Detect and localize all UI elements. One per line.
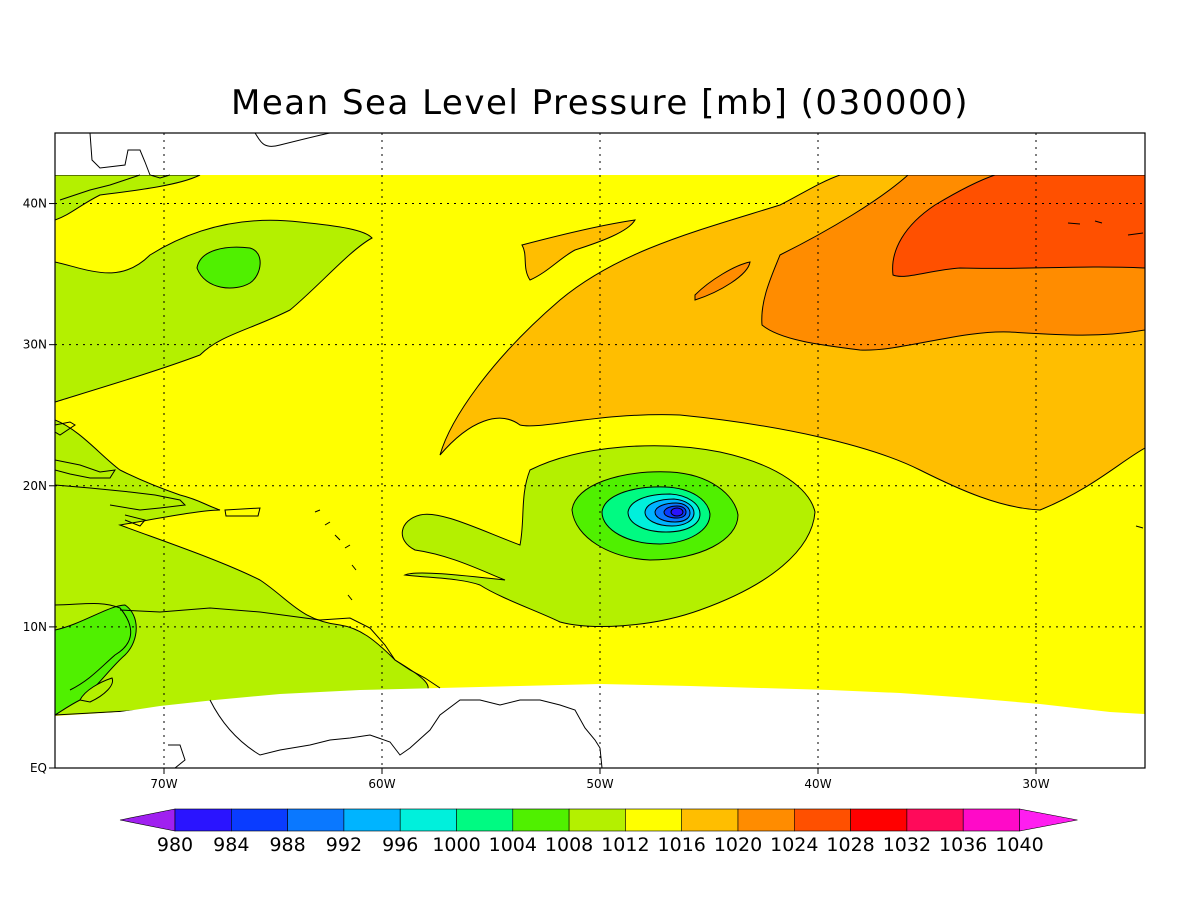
y-axis: EQ 10N 20N 30N 40N — [23, 197, 55, 775]
colorbar-under-arrow — [119, 808, 176, 832]
colorbar-label: 1020 — [714, 834, 762, 856]
pressure-band-1012-patch — [79, 677, 114, 703]
colorbar: 980 984 988 992 996 1000 1004 1008 1012 1016 1020 1… — [119, 808, 1078, 856]
colorbar-label: 980 — [157, 834, 193, 856]
colorbar-swatch — [568, 808, 626, 832]
colorbar-swatch — [174, 808, 232, 832]
colorbar-swatch — [625, 808, 683, 832]
pressure-band-1020-sliver — [521, 219, 636, 281]
colorbar-swatch — [287, 808, 345, 832]
coastlines — [55, 133, 1144, 768]
x-tick-label: 30W — [1022, 777, 1049, 791]
colorbar-swatch — [681, 808, 739, 832]
colorbar-label: 1036 — [939, 834, 987, 856]
pressure-band-1008-northwest — [196, 246, 261, 289]
x-axis: 70W 60W 50W 40W 30W — [150, 768, 1050, 791]
pressure-band-1012-northwest — [55, 219, 373, 403]
y-tick-label: 40N — [23, 197, 47, 211]
y-tick-label: 10N — [23, 620, 47, 634]
colorbar-over-arrow — [1019, 808, 1078, 832]
y-tick-label: EQ — [30, 761, 47, 775]
pressure-band-1024-islet — [694, 261, 751, 301]
colorbar-label: 1000 — [432, 834, 480, 856]
pressure-band-1028 — [892, 174, 1145, 277]
colorbar-label: 1028 — [826, 834, 874, 856]
colorbar-swatch — [399, 808, 457, 832]
colorbar-swatch — [343, 808, 401, 832]
x-tick-label: 40W — [804, 777, 831, 791]
y-tick-label: 30N — [23, 338, 47, 352]
colorbar-label: 992 — [326, 834, 362, 856]
colorbar-label: 988 — [269, 834, 305, 856]
colorbar-label: 984 — [213, 834, 249, 856]
colorbar-label: 1004 — [489, 834, 537, 856]
colorbar-label: 1012 — [601, 834, 649, 856]
x-tick-label: 60W — [368, 777, 395, 791]
grid-lines — [55, 133, 1145, 768]
colorbar-label: 1024 — [770, 834, 818, 856]
pressure-band-1012-west — [55, 174, 201, 221]
colorbar-swatch — [906, 808, 964, 832]
colorbar-swatch — [850, 808, 908, 832]
x-tick-label: 50W — [586, 777, 613, 791]
colorbar-label: 1016 — [658, 834, 706, 856]
chart-title: Mean Sea Level Pressure [mb] (030000) — [231, 83, 969, 123]
colorbar-label: 1032 — [883, 834, 931, 856]
x-tick-label: 70W — [150, 777, 177, 791]
colorbar-label: 1008 — [545, 834, 593, 856]
colorbar-swatch — [456, 808, 514, 832]
colorbar-swatch — [512, 808, 570, 832]
colorbar-label: 996 — [382, 834, 418, 856]
no-data-bottom — [55, 684, 1145, 768]
colorbar-swatch — [793, 808, 851, 832]
colorbar-swatch — [962, 808, 1020, 832]
y-tick-label: 20N — [23, 479, 47, 493]
colorbar-swatch — [737, 808, 795, 832]
colorbar-swatch — [231, 808, 288, 832]
pressure-band-984 — [670, 507, 684, 517]
colorbar-label: 1040 — [995, 834, 1043, 856]
